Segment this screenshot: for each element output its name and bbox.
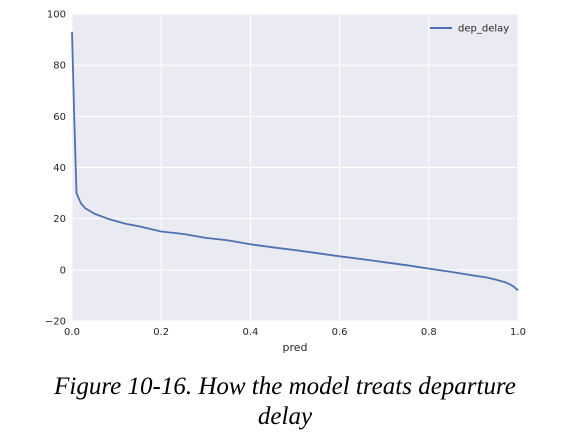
x-tick-label: 0.8 [421, 327, 437, 338]
y-tick-label: 100 [47, 10, 66, 21]
tick-labels: 0.0 0.2 0.4 0.6 0.8 1.0 −20 0 20 40 60 80 100 [45, 10, 526, 339]
y-tick-label: 0 [60, 265, 66, 276]
y-tick-label: 80 [53, 61, 66, 72]
legend: dep_delay [430, 24, 509, 35]
grid-lines [71, 13, 519, 322]
x-tick-label: 1.0 [510, 327, 526, 338]
x-tick-label: 0.0 [64, 327, 80, 338]
x-tick-label: 0.4 [242, 327, 258, 338]
y-tick-label: 60 [53, 112, 66, 123]
legend-label: dep_delay [458, 24, 509, 35]
y-tick-label: 20 [53, 214, 66, 225]
x-tick-label: 0.2 [153, 327, 169, 338]
series-lines [71, 31, 519, 291]
y-tick-label: −20 [45, 317, 66, 328]
x-axis-label: pred [282, 341, 307, 354]
y-tick-label: 40 [53, 163, 66, 174]
chart: 0.0 0.2 0.4 0.6 0.8 1.0 −20 0 20 40 60 80 100 dep_de… [45, 10, 526, 355]
figure-caption: Figure 10-16. How the model treats depar… [0, 372, 570, 432]
caption-line-1: Figure 10-16. How the model treats depar… [54, 373, 516, 400]
x-tick-label: 0.6 [332, 327, 348, 338]
series-line-dep_delay [71, 31, 519, 291]
caption-line-2: delay [257, 403, 313, 430]
